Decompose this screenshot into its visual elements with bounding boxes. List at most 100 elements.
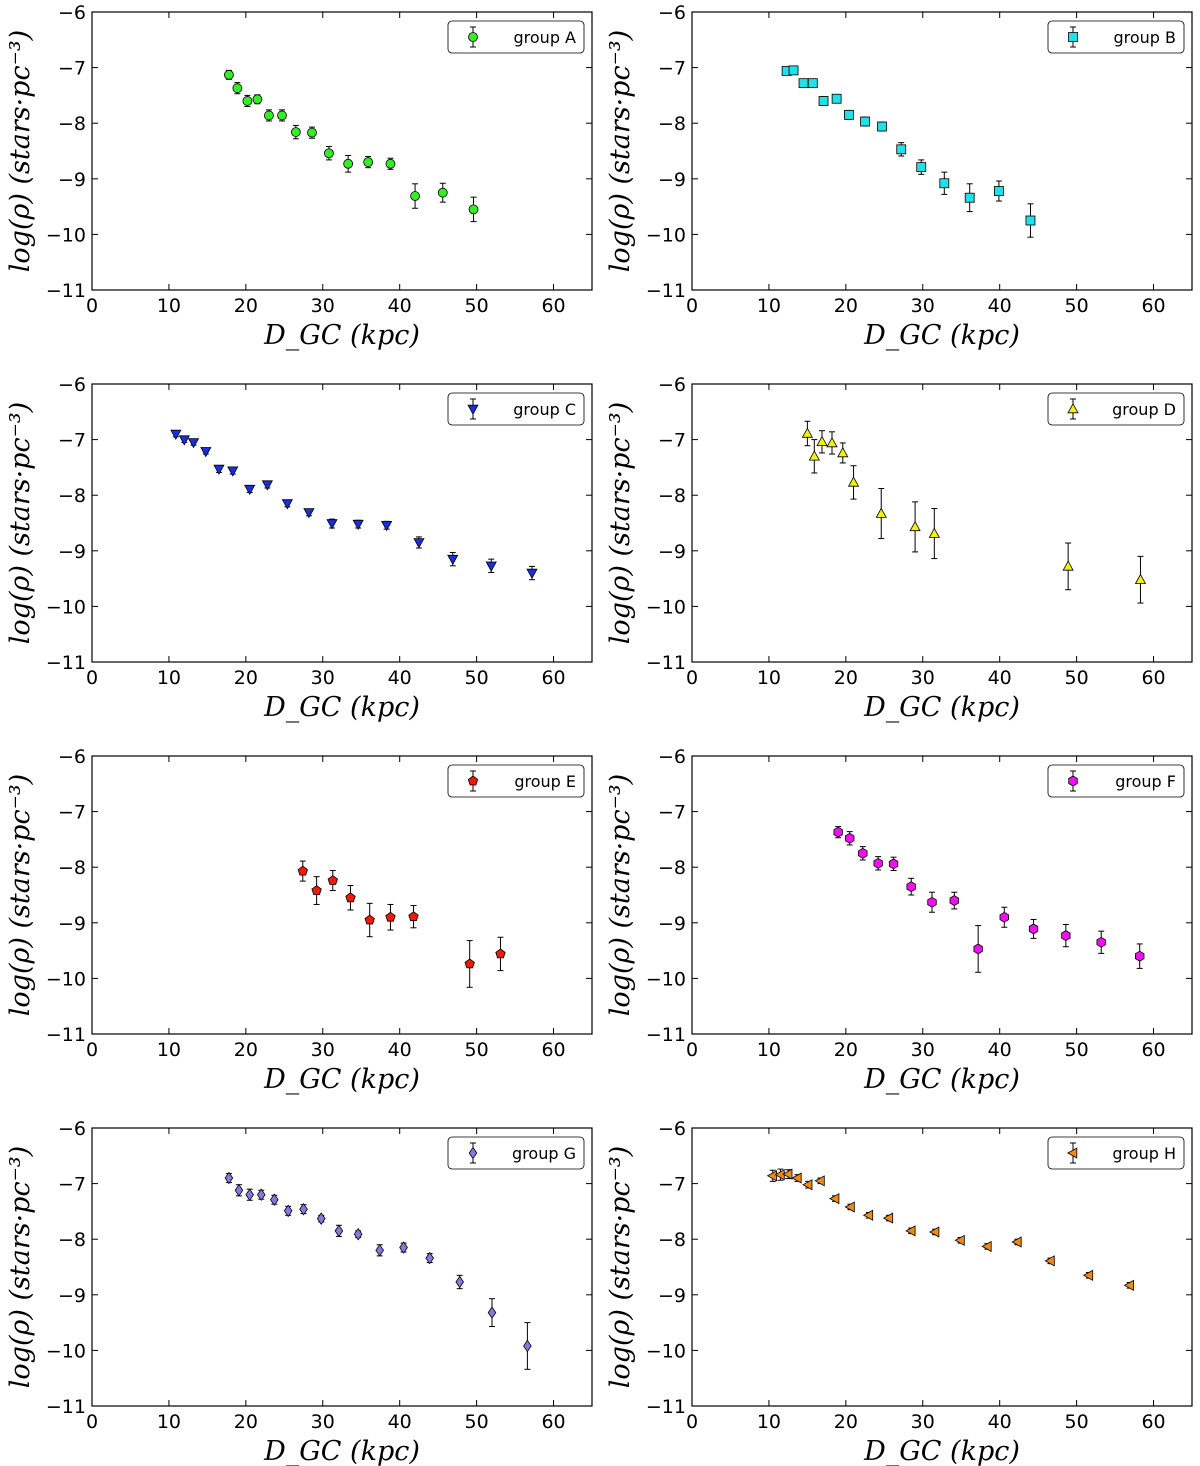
y-tick-label: −8 bbox=[58, 857, 86, 879]
data-point bbox=[277, 109, 287, 122]
y-tick-label: −10 bbox=[46, 224, 86, 246]
marker-triangle-left bbox=[954, 1234, 965, 1246]
data-point bbox=[1134, 555, 1147, 604]
y-tick-label: −8 bbox=[58, 113, 86, 135]
marker-hexagon bbox=[1096, 936, 1106, 948]
marker-diamond bbox=[299, 1202, 308, 1216]
legend-label: group B bbox=[1113, 28, 1176, 47]
data-point bbox=[224, 69, 234, 80]
marker-diamond bbox=[283, 1204, 293, 1218]
legend-box bbox=[447, 764, 585, 798]
marker-triangle-down bbox=[303, 508, 315, 519]
marker-square bbox=[798, 78, 809, 89]
data-point bbox=[425, 1251, 434, 1265]
marker-hexagon bbox=[906, 881, 916, 893]
x-tick-label: 30 bbox=[311, 1039, 335, 1061]
data-point bbox=[798, 78, 809, 89]
data-point bbox=[303, 508, 315, 519]
data-point bbox=[949, 891, 959, 910]
legend-label: group H bbox=[1112, 1144, 1176, 1163]
legend: group A bbox=[447, 20, 585, 54]
data-point bbox=[343, 154, 354, 173]
data-point bbox=[788, 65, 799, 76]
y-tick-label: −10 bbox=[646, 224, 686, 246]
legend-marker bbox=[468, 32, 478, 42]
data-point bbox=[334, 1224, 344, 1238]
data-point bbox=[1025, 203, 1036, 238]
data-point bbox=[523, 1322, 532, 1370]
legend: group D bbox=[1047, 392, 1185, 426]
x-tick-label: 60 bbox=[541, 1411, 565, 1433]
x-tick-label: 0 bbox=[86, 1039, 98, 1061]
data-point bbox=[928, 508, 940, 560]
marker-circle bbox=[252, 94, 263, 105]
data-point bbox=[170, 429, 182, 441]
panel-group-F: 0 10 20 30 40 50 60 −6 −7 −8 −9 −10 −11 D_GC (kpc) log… bbox=[605, 746, 1193, 1095]
x-tick-label: 10 bbox=[157, 295, 181, 317]
y-tick-label: −8 bbox=[58, 485, 86, 507]
data-point bbox=[801, 420, 813, 447]
legend-marker bbox=[1068, 32, 1078, 42]
marker-triangle-left bbox=[802, 1179, 813, 1191]
data-point bbox=[487, 1298, 497, 1327]
data-point bbox=[766, 1169, 777, 1182]
marker-diamond bbox=[256, 1188, 266, 1202]
marker-circle bbox=[363, 157, 374, 168]
x-tick-label: 40 bbox=[988, 667, 1012, 689]
y-tick-label: −10 bbox=[646, 1340, 686, 1362]
marker-triangle-down bbox=[352, 519, 364, 531]
plot-frame bbox=[91, 1127, 593, 1407]
data-point bbox=[363, 156, 374, 169]
marker-triangle-left bbox=[862, 1209, 874, 1221]
y-tick-label: −10 bbox=[46, 596, 86, 618]
legend: group B bbox=[1047, 20, 1185, 54]
y-axis-label: log(ρ) (stars·pc⁻³) bbox=[605, 1146, 636, 1388]
x-tick-label: 0 bbox=[686, 295, 698, 317]
marker-diamond bbox=[455, 1275, 464, 1289]
x-tick-label: 40 bbox=[388, 1039, 412, 1061]
data-point bbox=[213, 464, 225, 476]
data-point bbox=[178, 435, 190, 446]
data-point bbox=[954, 1234, 965, 1246]
x-tick-label: 60 bbox=[1141, 295, 1165, 317]
marker-circle bbox=[324, 148, 334, 159]
y-axis-label: log(ρ) (stars·pc⁻³) bbox=[5, 402, 36, 644]
marker-pentagon bbox=[345, 892, 356, 903]
x-tick-label: 30 bbox=[311, 667, 335, 689]
legend: group F bbox=[1047, 764, 1185, 798]
y-tick-label: −6 bbox=[58, 2, 86, 24]
data-point bbox=[495, 936, 506, 972]
y-tick-label: −9 bbox=[658, 541, 686, 563]
data-point bbox=[862, 1209, 874, 1221]
y-tick-label: −7 bbox=[658, 802, 686, 824]
y-tick-label: −11 bbox=[46, 652, 86, 674]
y-tick-label: −7 bbox=[58, 430, 86, 452]
marker-triangle-left bbox=[1123, 1279, 1134, 1291]
marker-pentagon bbox=[364, 914, 375, 925]
x-tick-label: 40 bbox=[988, 1411, 1012, 1433]
data-point bbox=[324, 146, 334, 161]
marker-circle bbox=[224, 69, 234, 80]
x-tick-label: 10 bbox=[157, 1411, 181, 1433]
marker-pentagon bbox=[385, 911, 396, 922]
y-tick-label: −9 bbox=[658, 913, 686, 935]
marker-hexagon bbox=[1061, 930, 1071, 941]
x-tick-label: 50 bbox=[1065, 1039, 1089, 1061]
marker-triangle-down bbox=[170, 429, 182, 441]
y-tick-label: −7 bbox=[658, 1174, 686, 1196]
y-tick-label: −8 bbox=[658, 1229, 686, 1251]
marker-triangle-left bbox=[929, 1226, 940, 1238]
marker-square bbox=[916, 162, 927, 173]
marker-square bbox=[1025, 215, 1036, 226]
marker-square bbox=[831, 93, 842, 104]
marker-pentagon bbox=[311, 885, 322, 895]
y-tick-label: −6 bbox=[658, 1118, 686, 1140]
data-point bbox=[994, 180, 1004, 202]
legend-marker bbox=[1068, 775, 1078, 787]
y-tick-label: −6 bbox=[58, 374, 86, 396]
x-tick-label: 50 bbox=[465, 667, 489, 689]
y-axis-label: log(ρ) (stars·pc⁻³) bbox=[605, 402, 636, 644]
data-point bbox=[802, 1179, 813, 1191]
data-point bbox=[307, 126, 317, 139]
x-tick-label: 10 bbox=[157, 1039, 181, 1061]
